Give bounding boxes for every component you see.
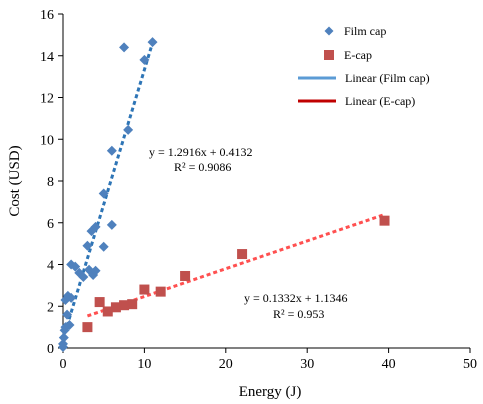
- film-cap-point: [66, 292, 77, 303]
- film-cap-point: [98, 188, 109, 199]
- y-axis-ticks: 0 2 4 6 8 10 12 14 16: [40, 8, 63, 357]
- e-cap-point: [102, 306, 113, 317]
- trendlines: [61, 42, 386, 340]
- film-cap-point: [106, 145, 117, 156]
- x-tick-label: 30: [300, 357, 314, 372]
- film-cap-point: [64, 320, 75, 331]
- film-cap-point: [78, 272, 89, 283]
- film-cap-equation-annotation: y = 1.2916x + 0.4132 R² = 0.9086: [149, 145, 253, 174]
- film-cap-point: [58, 332, 69, 343]
- film-cap-point: [147, 37, 158, 48]
- y-axis-label: Cost (USD): [7, 145, 23, 216]
- legend-item: Linear (Film cap): [298, 71, 430, 85]
- e-cap-point: [110, 302, 121, 313]
- film-cap-point: [98, 241, 109, 252]
- film-cap-point: [82, 240, 93, 251]
- film-cap-point: [106, 219, 117, 230]
- legend-diamond-symbol: [324, 26, 334, 36]
- legend-label: Linear (E-cap): [345, 94, 415, 108]
- legend-label: E-cap: [344, 48, 372, 62]
- e-cap-point: [94, 297, 105, 308]
- film-cap-point: [119, 42, 130, 53]
- x-axis-label: Energy (J): [239, 384, 302, 400]
- y-tick-label: 12: [40, 92, 54, 107]
- film-cap-point: [123, 124, 134, 135]
- y-tick-label: 10: [40, 133, 54, 148]
- legend-item: Linear (E-cap): [298, 94, 415, 108]
- e-cap-equation: y = 0.1332x + 1.1346: [244, 291, 348, 305]
- y-tick-label: 4: [47, 259, 54, 274]
- y-tick-label: 14: [40, 50, 54, 65]
- film-cap-point: [90, 221, 101, 232]
- film-cap-equation: y = 1.2916x + 0.4132: [149, 145, 253, 159]
- legend-label: Linear (Film cap): [345, 71, 430, 85]
- x-axis-ticks: 0 10 20 30 40 50: [60, 348, 477, 372]
- y-tick-label: 8: [47, 175, 54, 190]
- e-cap-equation-annotation: y = 0.1332x + 1.1346 R² = 0.953: [244, 291, 348, 321]
- y-tick-label: 0: [47, 342, 54, 357]
- legend-square-symbol: [324, 50, 334, 60]
- legend-item: E-cap: [324, 48, 372, 62]
- film-cap-point: [139, 54, 150, 65]
- film-cap-trendline: [61, 42, 154, 340]
- x-tick-label: 40: [382, 357, 396, 372]
- film-cap-point: [58, 338, 68, 349]
- x-tick-label: 0: [60, 357, 67, 372]
- film-cap-point: [62, 309, 73, 320]
- e-cap-trendline: [86, 213, 386, 318]
- e-cap-point: [139, 284, 150, 295]
- legend-label: Film cap: [344, 24, 386, 38]
- e-cap-point: [127, 299, 138, 310]
- e-cap-point: [237, 249, 248, 260]
- x-tick-label: 50: [463, 357, 477, 372]
- e-cap-point: [119, 300, 130, 311]
- e-cap-point: [379, 215, 390, 226]
- film-cap-r-squared: R² = 0.9086: [174, 160, 231, 174]
- legend: Film cap E-cap Linear (Film cap) Linear (E-…: [298, 24, 430, 108]
- e-cap-point: [82, 322, 93, 333]
- legend-item: Film cap: [324, 24, 386, 38]
- e-cap-r-squared: R² = 0.953: [273, 307, 324, 321]
- data-markers: [58, 37, 390, 352]
- film-cap-point: [70, 261, 81, 272]
- e-cap-point: [180, 270, 191, 281]
- e-cap-point: [155, 286, 166, 297]
- y-tick-label: 16: [40, 8, 54, 23]
- film-cap-point: [90, 265, 101, 276]
- y-tick-label: 6: [47, 217, 54, 232]
- x-tick-label: 10: [137, 357, 151, 372]
- x-tick-label: 20: [219, 357, 233, 372]
- y-tick-label: 2: [47, 300, 54, 315]
